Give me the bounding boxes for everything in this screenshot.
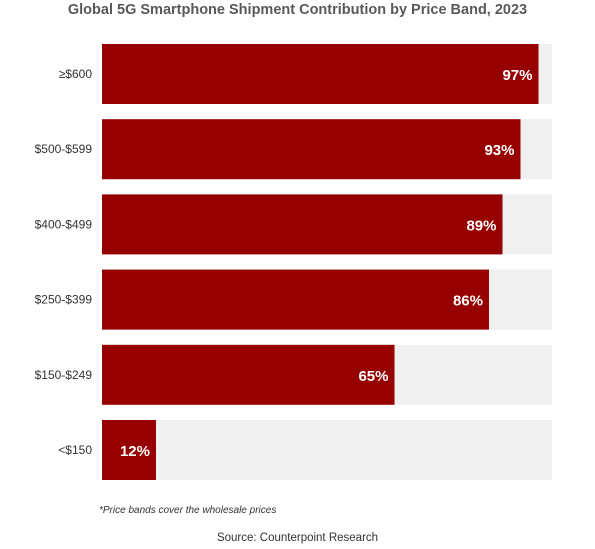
data-label: 89%: [466, 217, 496, 234]
category-label: $150-$249: [35, 368, 93, 382]
bar: [102, 119, 521, 180]
category-label: ≥$600: [59, 67, 93, 81]
data-label: 65%: [358, 368, 388, 385]
data-label: 97%: [502, 67, 532, 84]
chart-title: Global 5G Smartphone Shipment Contributi…: [67, 2, 528, 18]
bar: [102, 44, 539, 104]
data-label: 93%: [484, 142, 514, 159]
bar: [102, 194, 503, 255]
data-label: 12%: [120, 443, 150, 460]
data-label: 86%: [453, 293, 483, 310]
bar: [102, 344, 395, 405]
category-label: $500-$599: [35, 142, 93, 156]
category-label: <$150: [58, 443, 92, 457]
bar: [102, 269, 489, 330]
category-label: $250-$399: [35, 293, 93, 307]
footnote: *Price bands cover the wholesale prices: [99, 505, 277, 516]
bar-track: [102, 420, 552, 480]
bar: [102, 420, 156, 480]
category-label: $400-$499: [35, 217, 93, 231]
source-note: Source: Counterpoint Research: [216, 532, 379, 544]
